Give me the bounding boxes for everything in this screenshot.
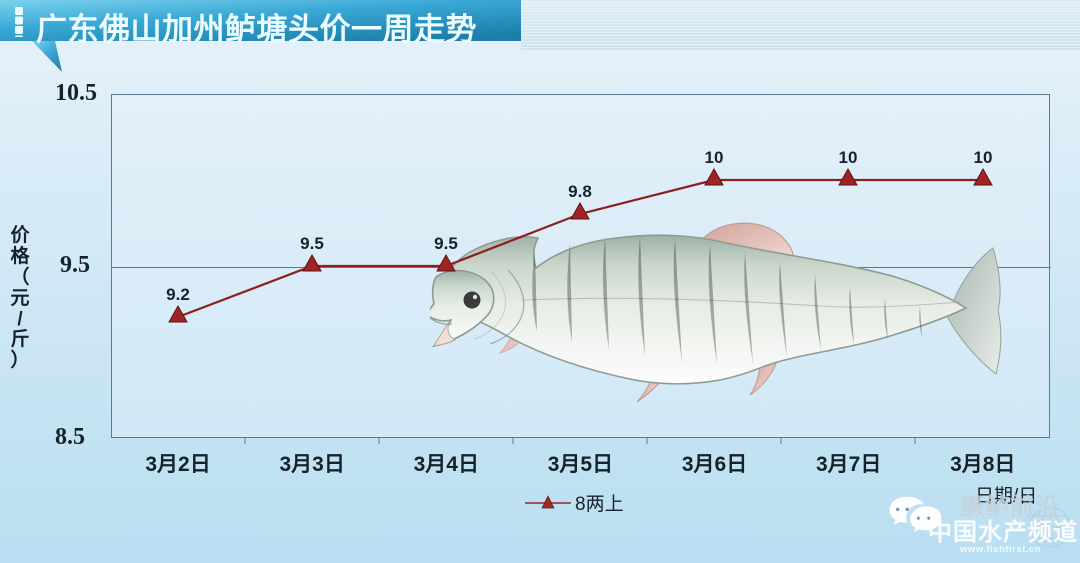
svg-text:10: 10 (974, 148, 993, 167)
svg-text:10: 10 (705, 148, 724, 167)
svg-text:9.2: 9.2 (166, 285, 190, 304)
svg-text:9.5: 9.5 (434, 234, 458, 253)
svg-text:9.5: 9.5 (300, 234, 324, 253)
svg-text:10: 10 (839, 148, 858, 167)
svg-text:9.8: 9.8 (568, 182, 592, 201)
